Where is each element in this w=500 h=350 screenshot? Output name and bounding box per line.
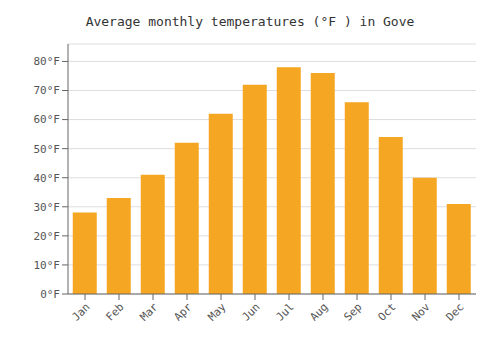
svg-text:30°F: 30°F bbox=[34, 201, 61, 214]
svg-text:70°F: 70°F bbox=[34, 84, 61, 97]
svg-text:Feb: Feb bbox=[103, 300, 126, 323]
svg-text:60°F: 60°F bbox=[34, 113, 61, 126]
svg-text:Nov: Nov bbox=[409, 300, 433, 324]
svg-text:Jan: Jan bbox=[69, 300, 92, 323]
svg-text:0°F: 0°F bbox=[40, 288, 60, 301]
svg-text:80°F: 80°F bbox=[34, 55, 61, 68]
svg-text:10°F: 10°F bbox=[34, 259, 61, 272]
svg-text:May: May bbox=[205, 300, 229, 324]
svg-text:Mar: Mar bbox=[137, 300, 161, 324]
svg-text:40°F: 40°F bbox=[34, 172, 61, 185]
svg-text:20°F: 20°F bbox=[34, 230, 61, 243]
svg-text:Apr: Apr bbox=[171, 300, 195, 324]
svg-text:Jul: Jul bbox=[273, 300, 296, 323]
svg-text:Jun: Jun bbox=[239, 300, 262, 323]
html-text:Average monthly temperatures (: Average monthly temperatures (°F ) in Go… bbox=[85, 14, 415, 29]
svg-text:Oct: Oct bbox=[375, 300, 398, 323]
svg-text:Sep: Sep bbox=[341, 300, 364, 323]
svg-text:Dec: Dec bbox=[443, 300, 466, 323]
svg-text:50°F: 50°F bbox=[34, 143, 61, 156]
svg-text:Aug: Aug bbox=[307, 300, 330, 323]
